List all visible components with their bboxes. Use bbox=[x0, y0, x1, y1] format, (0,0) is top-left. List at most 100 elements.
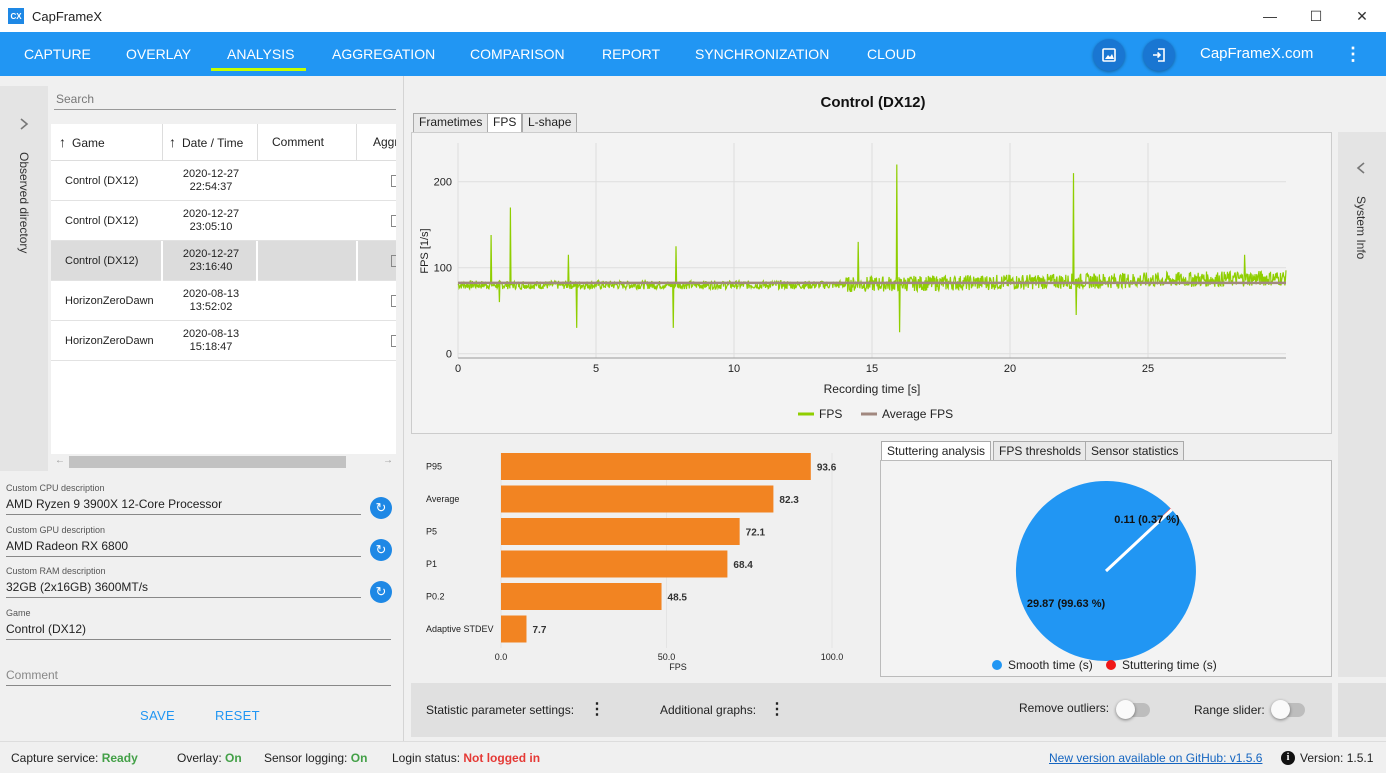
table-row[interactable]: HorizonZeroDawn 2020-08-13 15:18:47 bbox=[51, 321, 396, 361]
panel-divider[interactable] bbox=[403, 76, 404, 741]
login-status: Login status: Not logged in bbox=[392, 751, 541, 765]
statistics-bar-chart[interactable]: P95 93.6 Average 82.3 P5 72.1 P1 68.4 P0.2 48.5 Ad… bbox=[411, 445, 872, 677]
gpu-refresh-button[interactable]: ↻ bbox=[370, 539, 392, 561]
tab-comparison[interactable]: COMPARISON bbox=[470, 46, 565, 62]
save-button[interactable]: SAVE bbox=[140, 708, 175, 723]
column-header-date[interactable]: ↑ Date / Time bbox=[163, 124, 258, 160]
fps-line-chart[interactable]: 0 5 10 15 20 25 0 100 200 Recording time [s] FP… bbox=[412, 133, 1333, 435]
close-icon[interactable]: ✕ bbox=[1356, 7, 1368, 24]
additional-graphs-label: Additional graphs: bbox=[660, 703, 757, 717]
tab-frametimes[interactable]: Frametimes bbox=[413, 113, 489, 132]
legend-item-stutter: Stuttering time (s) bbox=[1106, 658, 1217, 672]
aggregation-checkbox[interactable] bbox=[391, 295, 396, 307]
minimize-icon[interactable]: — bbox=[1263, 8, 1277, 24]
bar-value-label: 68.4 bbox=[733, 560, 753, 571]
cpu-input[interactable]: AMD Ryzen 9 3900X 12-Core Processor bbox=[6, 497, 361, 515]
table-row-selected[interactable]: Control (DX12) 2020-12-27 23:16:40 bbox=[51, 241, 396, 281]
cpu-refresh-button[interactable]: ↻ bbox=[370, 497, 392, 519]
info-icon: i bbox=[1281, 751, 1295, 765]
column-header-comment[interactable]: Comment bbox=[258, 124, 357, 160]
system-info-label: System Info bbox=[1354, 196, 1368, 260]
table-row[interactable]: Control (DX12) 2020-12-27 23:05:10 bbox=[51, 201, 396, 241]
window-title: CapFrameX bbox=[32, 8, 103, 24]
tab-analysis[interactable]: ANALYSIS bbox=[227, 46, 295, 62]
system-info-drawer[interactable]: System Info bbox=[1338, 132, 1386, 677]
x-axis-label: Recording time [s] bbox=[824, 382, 921, 396]
statistics-bar-panel: P95 93.6 Average 82.3 P5 72.1 P1 68.4 P0.2 48.5 Ad… bbox=[411, 445, 872, 677]
tab-l-shape[interactable]: L-shape bbox=[522, 113, 578, 132]
comment-input[interactable]: Comment bbox=[6, 668, 391, 686]
tab-aggregation[interactable]: AGGREGATION bbox=[332, 46, 436, 62]
tab-stuttering-analysis[interactable]: Stuttering analysis bbox=[881, 441, 992, 461]
range-slider-toggle[interactable] bbox=[1271, 700, 1305, 719]
cell-date-time: 2020-12-27 22:54:37 bbox=[182, 168, 240, 193]
scrollbar-thumb[interactable] bbox=[69, 456, 346, 468]
aggregation-checkbox[interactable] bbox=[391, 175, 396, 187]
y-axis-label: FPS [1/s] bbox=[419, 228, 431, 273]
tab-cloud[interactable]: CLOUD bbox=[867, 46, 917, 62]
reset-button[interactable]: RESET bbox=[215, 708, 260, 723]
gpu-input[interactable]: AMD Radeon RX 6800 bbox=[6, 539, 361, 557]
ram-field[interactable]: Custom RAM description 32GB (2x16GB) 360… bbox=[6, 566, 361, 598]
tab-report[interactable]: REPORT bbox=[602, 46, 661, 62]
pie-slice bbox=[1015, 480, 1196, 661]
sensor-logging-status: Sensor logging: On bbox=[264, 751, 368, 765]
remove-outliers-toggle[interactable] bbox=[1116, 700, 1150, 719]
game-input[interactable]: Control (DX12) bbox=[6, 622, 391, 640]
observed-directory-label: Observed directory bbox=[17, 152, 31, 254]
bar-value-label: 48.5 bbox=[668, 593, 688, 604]
legend-label-stutter: Stuttering time (s) bbox=[1122, 658, 1217, 672]
bar bbox=[501, 550, 728, 578]
tab-fps-thresholds[interactable]: FPS thresholds bbox=[993, 441, 1088, 461]
additional-graphs-menu-icon[interactable]: ⋮ bbox=[769, 701, 785, 718]
more-vert-icon[interactable]: ⋮ bbox=[1344, 44, 1362, 64]
game-field[interactable]: Game Control (DX12) bbox=[6, 608, 391, 640]
pie-slice-separator bbox=[1104, 508, 1173, 573]
stuttering-pie-chart[interactable]: 29.87 (99.63 %) 0.11 (0.37 %) Smooth tim… bbox=[881, 461, 1333, 678]
legend-item-smooth: Smooth time (s) bbox=[992, 658, 1093, 672]
chevron-right-icon[interactable] bbox=[19, 118, 29, 130]
aggregation-checkbox[interactable] bbox=[391, 335, 396, 347]
refresh-icon: ↻ bbox=[375, 584, 387, 599]
login-button[interactable] bbox=[1143, 39, 1175, 71]
statistic-settings-menu-icon[interactable]: ⋮ bbox=[589, 701, 605, 718]
chart-title: Control (DX12) bbox=[820, 94, 926, 111]
ram-label: Custom RAM description bbox=[6, 566, 106, 576]
x-axis-ticks: 0 5 10 15 20 25 bbox=[455, 363, 1154, 375]
ram-input[interactable]: 32GB (2x16GB) 3600MT/s bbox=[6, 580, 361, 598]
horizontal-scrollbar[interactable]: ← → bbox=[51, 454, 396, 470]
tab-capture[interactable]: CAPTURE bbox=[24, 46, 91, 62]
legend-item-fps: FPS bbox=[798, 407, 842, 421]
table-row[interactable]: Control (DX12) 2020-12-27 22:54:37 bbox=[51, 161, 396, 201]
screenshot-button[interactable] bbox=[1093, 39, 1125, 71]
observed-directory-drawer[interactable]: Observed directory bbox=[0, 86, 48, 471]
search-input[interactable] bbox=[54, 88, 396, 110]
column-header-aggregation[interactable]: Aggr bbox=[373, 135, 396, 149]
tab-overlay[interactable]: OVERLAY bbox=[126, 46, 192, 62]
tab-fps[interactable]: FPS bbox=[487, 113, 523, 132]
tab-synchronization[interactable]: SYNCHRONIZATION bbox=[695, 46, 830, 62]
table-row[interactable]: HorizonZeroDawn 2020-08-13 13:52:02 bbox=[51, 281, 396, 321]
status-bar: Capture service: Ready Overlay: On Senso… bbox=[0, 741, 1386, 773]
gpu-field[interactable]: Custom GPU description AMD Radeon RX 680… bbox=[6, 525, 361, 557]
cell-date-time: 2020-08-13 13:52:02 bbox=[182, 288, 240, 313]
ram-refresh-button[interactable]: ↻ bbox=[370, 581, 392, 603]
aggregation-checkbox[interactable] bbox=[391, 255, 396, 267]
cell-date-time: 2020-12-27 23:16:40 bbox=[182, 248, 240, 273]
update-link[interactable]: New version available on GitHub: v1.5.6 bbox=[1049, 751, 1263, 765]
version-info: Version: 1.5.1 bbox=[1300, 751, 1374, 765]
column-header-game[interactable]: ↑ Game bbox=[51, 124, 163, 160]
scroll-left-icon[interactable]: ← bbox=[55, 455, 65, 466]
scroll-right-icon[interactable]: → bbox=[383, 455, 393, 466]
comment-field[interactable]: Comment bbox=[6, 664, 391, 686]
cpu-field[interactable]: Custom CPU description AMD Ryzen 9 3900X… bbox=[6, 483, 361, 515]
sort-arrow-icon: ↑ bbox=[169, 134, 176, 150]
tab-sensor-statistics[interactable]: Sensor statistics bbox=[1085, 441, 1185, 461]
aggregation-checkbox[interactable] bbox=[391, 215, 396, 227]
cell-date-time: 2020-08-13 15:18:47 bbox=[182, 328, 240, 353]
settings-bar-right-strip bbox=[1338, 683, 1386, 737]
website-link[interactable]: CapFrameX.com bbox=[1200, 45, 1314, 62]
bar bbox=[501, 453, 811, 480]
chevron-left-icon[interactable] bbox=[1356, 162, 1366, 174]
maximize-icon[interactable]: ☐ bbox=[1309, 7, 1323, 24]
